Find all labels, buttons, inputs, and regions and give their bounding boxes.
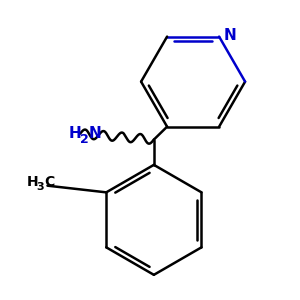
Text: H: H (27, 175, 38, 189)
Text: N: N (88, 126, 101, 141)
Text: H: H (68, 126, 81, 141)
Text: 3: 3 (36, 182, 44, 192)
Text: N: N (224, 28, 237, 43)
Text: 2: 2 (80, 133, 88, 146)
Text: C: C (44, 175, 55, 189)
